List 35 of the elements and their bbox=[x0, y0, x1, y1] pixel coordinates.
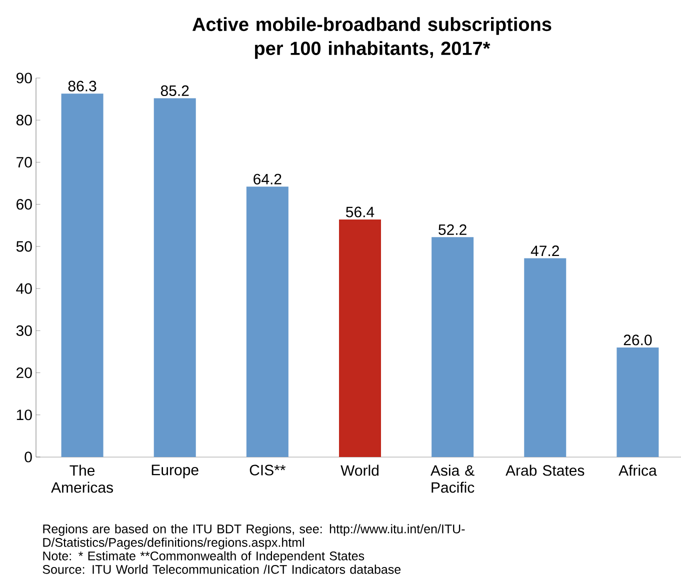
y-tick-label: 80 bbox=[16, 114, 32, 126]
x-tick-label: World bbox=[340, 464, 378, 476]
bar bbox=[246, 186, 288, 457]
bar bbox=[339, 219, 381, 457]
y-tick-label: 40 bbox=[16, 283, 32, 294]
data-label: 86.3 bbox=[68, 80, 96, 92]
x-tick-label: Africa bbox=[618, 464, 657, 476]
data-label: 26.0 bbox=[624, 334, 652, 346]
bar bbox=[154, 98, 196, 457]
data-label: 56.4 bbox=[346, 206, 374, 218]
data-label: 47.2 bbox=[530, 246, 559, 256]
x-tick-label: Europe bbox=[152, 464, 198, 478]
y-tick-label: 90 bbox=[16, 72, 32, 84]
bar bbox=[524, 258, 566, 457]
x-tick-label: CIS** bbox=[250, 464, 286, 476]
x-tick-label: Asia & Pacific bbox=[430, 464, 474, 493]
source-note: Source: ITU World Telecommunication /ICT Indicators database bbox=[42, 564, 401, 574]
data-label: 85.2 bbox=[160, 85, 189, 96]
x-tick-label: Arab States bbox=[506, 464, 584, 476]
y-tick-label: 60 bbox=[16, 199, 32, 210]
data-label: 64.2 bbox=[254, 174, 282, 184]
chart-title: Active mobile-broadband subscriptions per 100 inhabitants, 2017* bbox=[192, 17, 552, 59]
data-label: 52.2 bbox=[438, 224, 466, 235]
bar bbox=[432, 237, 474, 457]
y-tick-label: 20 bbox=[16, 367, 32, 378]
text: Note: * Estimate **Commonwealth of Independent States bbox=[43, 551, 364, 563]
y-tick-label: 0 bbox=[24, 452, 32, 462]
y-tick-label: 70 bbox=[16, 156, 32, 168]
bar bbox=[616, 348, 659, 457]
y-tick-label: 10 bbox=[16, 410, 32, 420]
x-tick-label: The Americas bbox=[51, 464, 113, 493]
y-tick-label: 30 bbox=[16, 325, 32, 336]
y-tick-label: 50 bbox=[16, 241, 32, 252]
text: Regions are based on the ITU BDT Regions, see: http://www.itu.int/en/ITU-D/Statistics/Pages/definitions/regions.aspx.html bbox=[43, 524, 465, 550]
bar bbox=[61, 94, 104, 457]
